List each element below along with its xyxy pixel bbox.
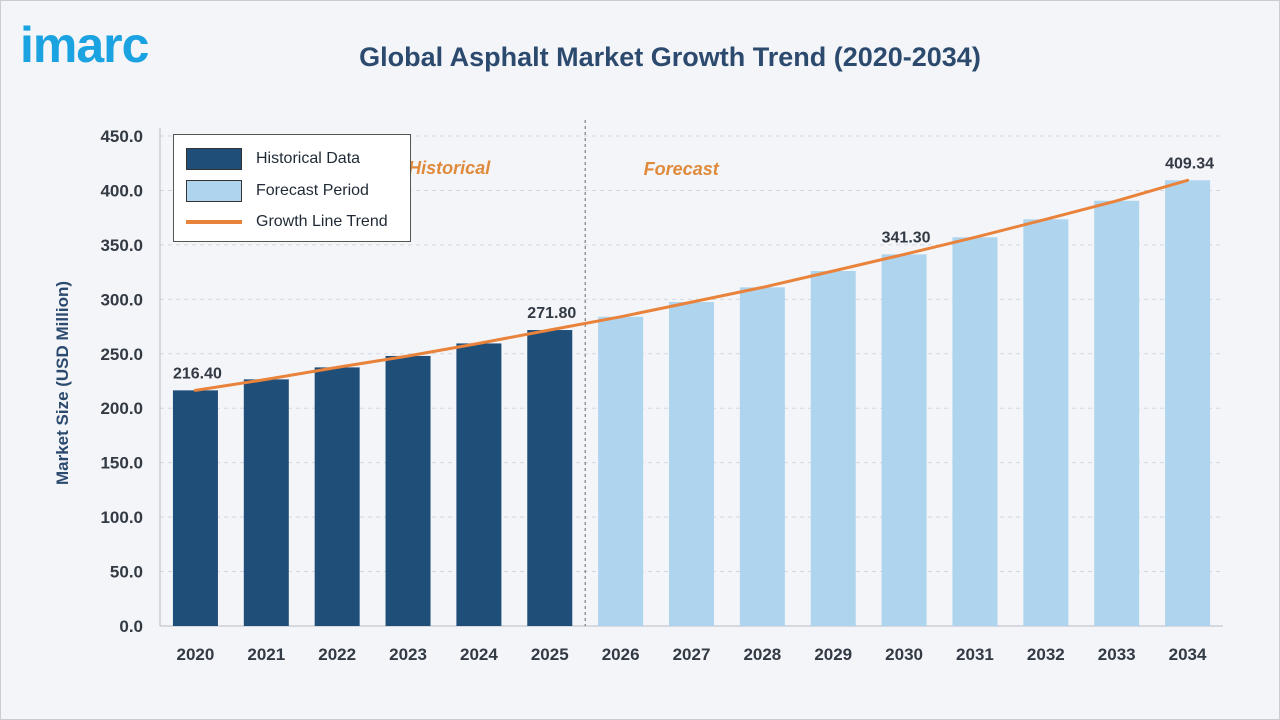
historical-bar-2025 bbox=[527, 330, 573, 626]
x-tick-label: 2020 bbox=[177, 645, 215, 664]
legend-item-historical: Historical Data bbox=[186, 147, 360, 171]
historical-bar-2021 bbox=[243, 379, 289, 626]
growth-trend-line bbox=[193, 178, 1190, 392]
legend-label-historical: Historical Data bbox=[256, 150, 361, 167]
historical-bar-2020 bbox=[172, 390, 218, 626]
period-label-historical: Historical bbox=[408, 158, 491, 178]
forecast-bar-2034 bbox=[1165, 180, 1211, 626]
forecast-bar-2029 bbox=[810, 271, 856, 626]
chart-title: Global Asphalt Market Growth Trend (2020… bbox=[359, 42, 981, 72]
x-tick-label: 2027 bbox=[673, 645, 711, 664]
y-tick-label: 250.0 bbox=[100, 345, 143, 364]
legend-item-forecast: Forecast Period bbox=[186, 179, 369, 203]
legend-label-forecast: Forecast Period bbox=[256, 182, 369, 199]
y-tick-label: 50.0 bbox=[110, 563, 143, 582]
forecast-bar-2033 bbox=[1094, 200, 1140, 627]
x-tick-label: 2029 bbox=[814, 645, 852, 664]
legend: Historical Data Forecast Period Growth L… bbox=[173, 134, 411, 242]
forecast-bar-2027 bbox=[669, 302, 714, 626]
y-tick-label: 200.0 bbox=[100, 399, 143, 418]
forecast-bar-2028 bbox=[739, 287, 785, 626]
forecast-bar-2031 bbox=[952, 237, 998, 626]
x-tick-label: 2032 bbox=[1027, 645, 1065, 664]
forecast-bar-2030 bbox=[881, 254, 927, 626]
period-label-forecast: Forecast bbox=[644, 159, 720, 179]
imarc-logo: imarc bbox=[20, 17, 149, 73]
y-tick-label: 100.0 bbox=[100, 508, 143, 527]
y-tick-label: 350.0 bbox=[100, 236, 143, 255]
x-tick-label: 2025 bbox=[531, 645, 569, 664]
x-tick-label: 2033 bbox=[1098, 645, 1136, 664]
y-axis-label: Market Size (USD Million) bbox=[53, 281, 72, 485]
x-tick-label: 2022 bbox=[318, 645, 356, 664]
x-tick-label: 2023 bbox=[389, 645, 427, 664]
y-tick-label: 450.0 bbox=[100, 127, 143, 146]
x-tick-label: 2024 bbox=[460, 645, 498, 664]
y-tick-label: 150.0 bbox=[100, 454, 143, 473]
legend-swatch-trend bbox=[186, 220, 242, 224]
data-label-2030: 341.30 bbox=[882, 229, 931, 246]
historical-bar-2022 bbox=[314, 367, 360, 626]
x-tick-label: 2028 bbox=[743, 645, 781, 664]
x-tick-label: 2030 bbox=[885, 645, 923, 664]
x-tick-label: 2031 bbox=[956, 645, 994, 664]
historical-bar-2024 bbox=[456, 343, 502, 626]
data-label-2020: 216.40 bbox=[173, 365, 222, 382]
legend-item-trend: Growth Line Trend bbox=[186, 210, 388, 234]
forecast-bar-2032 bbox=[1023, 219, 1069, 627]
y-tick-label: 400.0 bbox=[100, 181, 143, 200]
x-tick-label: 2034 bbox=[1169, 645, 1207, 664]
data-label-2025: 271.80 bbox=[527, 305, 576, 322]
legend-label-trend: Growth Line Trend bbox=[256, 213, 388, 230]
data-label-2034: 409.34 bbox=[1165, 155, 1214, 172]
x-tick-label: 2021 bbox=[247, 645, 285, 664]
legend-swatch-historical bbox=[186, 148, 242, 170]
y-tick-label: 300.0 bbox=[100, 290, 143, 309]
y-tick-label: 0.0 bbox=[119, 617, 143, 636]
x-tick-label: 2026 bbox=[602, 645, 640, 664]
forecast-bar-2026 bbox=[598, 316, 644, 626]
legend-swatch-forecast bbox=[186, 180, 242, 202]
historical-bar-2023 bbox=[385, 355, 431, 626]
